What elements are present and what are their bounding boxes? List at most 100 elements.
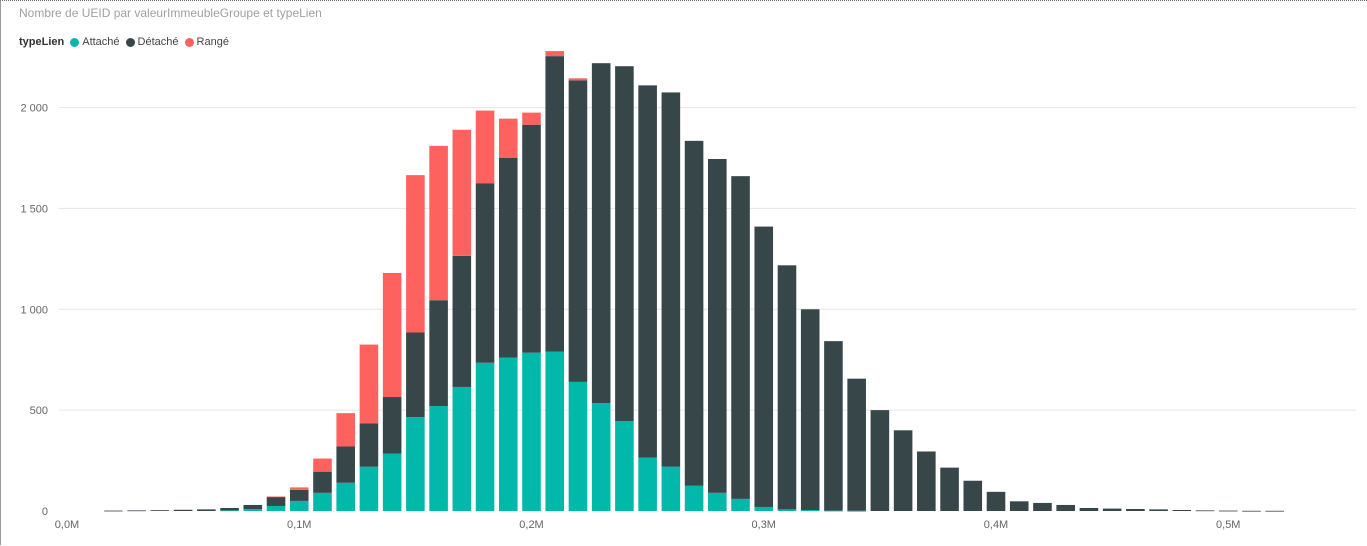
bar-segment-detache[interactable] — [777, 265, 797, 510]
bar-segment-detache[interactable] — [150, 510, 170, 511]
bar-segment-detache[interactable] — [266, 496, 286, 506]
bar-segment-attache[interactable] — [777, 509, 797, 511]
bar-segment-detache[interactable] — [475, 183, 495, 363]
x-axis: 0,0M 0,1M 0,2M 0,3M 0,4M 0,5M — [55, 519, 1241, 531]
bar-segment-detache[interactable] — [498, 158, 518, 358]
bar-segment-detache[interactable] — [336, 446, 355, 483]
bar-segment-attache[interactable] — [800, 509, 820, 511]
bar-segment-detache[interactable] — [591, 63, 611, 404]
bar-segment-detache[interactable] — [1126, 508, 1145, 511]
bar-segment-attache[interactable] — [754, 506, 774, 511]
bar-segment-attache[interactable] — [568, 381, 588, 511]
bar-segment-range[interactable] — [359, 344, 379, 424]
bar-segment-attache[interactable] — [661, 466, 681, 511]
bar-segment-attache[interactable] — [243, 508, 263, 511]
bar-segment-attache[interactable] — [382, 453, 402, 511]
bar-segment-detache[interactable] — [1009, 501, 1029, 511]
bar-segment-range[interactable] — [406, 175, 425, 333]
bar-segment-detache[interactable] — [1242, 510, 1261, 512]
bar-segment-detache[interactable] — [220, 507, 239, 511]
bar-segment-attache[interactable] — [452, 386, 472, 511]
bar-segment-attache[interactable] — [824, 510, 843, 512]
bar-segment-detache[interactable] — [1265, 510, 1284, 512]
bar-segment-range[interactable] — [429, 145, 448, 301]
bar-segment-attache[interactable] — [220, 510, 239, 512]
bar-segment-detache[interactable] — [800, 309, 820, 510]
bar-segment-detache[interactable] — [615, 66, 634, 422]
legend-item-detache[interactable]: Détaché — [125, 36, 179, 48]
bar-segment-detache[interactable] — [1056, 504, 1075, 511]
legend-item-attache[interactable]: Attaché — [70, 36, 120, 48]
bar-segment-attache[interactable] — [429, 406, 448, 511]
bar-segment-detache[interactable] — [1033, 502, 1052, 511]
bar-segment-detache[interactable] — [1079, 507, 1099, 511]
bar-segment-range[interactable] — [266, 496, 286, 498]
bar-segment-attache[interactable] — [847, 510, 866, 512]
bar-segment-detache[interactable] — [731, 176, 750, 499]
bar-segment-detache[interactable] — [708, 159, 727, 493]
bar-segment-detache[interactable] — [940, 467, 959, 511]
bar-segment-detache[interactable] — [1195, 510, 1215, 512]
bar-segment-detache[interactable] — [638, 85, 657, 458]
bar-segment-range[interactable] — [498, 118, 518, 158]
bar-segment-range[interactable] — [522, 112, 541, 125]
bar-segment-attache[interactable] — [591, 403, 611, 511]
bar-segment-range[interactable] — [545, 51, 565, 57]
bar-segment-detache[interactable] — [104, 510, 123, 512]
bar-segment-detache[interactable] — [568, 80, 588, 382]
bar-segment-attache[interactable] — [406, 417, 425, 511]
bar-segment-detache[interactable] — [197, 509, 216, 511]
bar-segment-detache[interactable] — [545, 56, 565, 352]
bar-segment-detache[interactable] — [661, 92, 681, 467]
bar-segment-detache[interactable] — [127, 510, 146, 512]
bar-segment-detache[interactable] — [289, 489, 309, 501]
bar-segment-range[interactable] — [313, 458, 332, 472]
bar-segment-attache[interactable] — [522, 352, 541, 511]
bar-segment-attache[interactable] — [289, 500, 309, 511]
bar-segment-detache[interactable] — [1172, 509, 1192, 511]
bar-segment-detache[interactable] — [452, 255, 472, 387]
bar-segment-attache[interactable] — [638, 457, 657, 511]
bar-segment-detache[interactable] — [1218, 510, 1238, 512]
gridlines — [59, 107, 1356, 411]
bar-segment-attache[interactable] — [498, 357, 518, 511]
bar-segment-detache[interactable] — [847, 378, 866, 511]
bar-segment-range[interactable] — [289, 487, 309, 490]
bar-segment-detache[interactable] — [522, 124, 541, 353]
x-tick-label: 0,0M — [55, 519, 79, 531]
bar-segment-detache[interactable] — [406, 332, 425, 418]
bar-segment-attache[interactable] — [266, 505, 286, 511]
bar-segment-range[interactable] — [568, 78, 588, 81]
bar-segment-detache[interactable] — [313, 471, 332, 493]
bar-segment-attache[interactable] — [359, 466, 379, 511]
bar-segment-detache[interactable] — [824, 341, 843, 511]
bar-segment-detache[interactable] — [893, 430, 913, 511]
bar-segment-detache[interactable] — [243, 504, 263, 509]
bar-segment-attache[interactable] — [313, 492, 332, 511]
bar-segment-range[interactable] — [382, 272, 402, 398]
bar-segment-detache[interactable] — [1149, 509, 1168, 511]
bar-segment-attache[interactable] — [708, 492, 727, 511]
bar-segment-attache[interactable] — [615, 421, 634, 511]
bar-segment-detache[interactable] — [382, 397, 402, 454]
bar-segment-detache[interactable] — [1102, 508, 1122, 511]
bar-segment-detache[interactable] — [917, 451, 936, 511]
bar-segment-range[interactable] — [475, 110, 495, 184]
bar-segment-detache[interactable] — [986, 491, 1006, 511]
bar-segment-detache[interactable] — [963, 480, 983, 511]
bar-segment-attache[interactable] — [475, 362, 495, 511]
bar-segment-range[interactable] — [452, 129, 472, 256]
bar-segment-attache[interactable] — [731, 498, 750, 511]
bar-segment-detache[interactable] — [870, 410, 890, 511]
bar-segment-range[interactable] — [336, 413, 355, 447]
bar-segment-attache[interactable] — [545, 351, 565, 511]
bar-segment-detache[interactable] — [684, 140, 704, 486]
bar-segment-attache[interactable] — [684, 485, 704, 511]
legend-item-range[interactable]: Rangé — [184, 36, 229, 48]
bar-segment-detache[interactable] — [173, 509, 193, 511]
bar-segment-attache[interactable] — [336, 482, 355, 511]
bar-segment-detache[interactable] — [429, 300, 448, 407]
bar-segment-detache[interactable] — [754, 226, 774, 507]
bar-segment-detache[interactable] — [359, 423, 379, 467]
